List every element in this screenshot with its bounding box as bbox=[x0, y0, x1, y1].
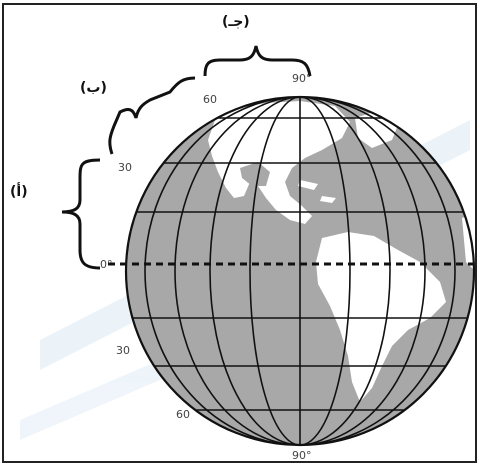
lat-label-30-south: 30 bbox=[116, 344, 130, 357]
meridian bbox=[249, 97, 351, 445]
brace-c bbox=[203, 45, 312, 77]
lat-label-90-south: 90° bbox=[292, 449, 312, 462]
lat-label-0: 0° bbox=[100, 258, 113, 271]
south-america bbox=[316, 232, 446, 402]
lat-label-60-north: 60 bbox=[203, 93, 217, 106]
bracket-a: (أ) bbox=[10, 158, 101, 270]
lat-label-90-north: 90° bbox=[292, 72, 312, 85]
brace-b bbox=[108, 76, 196, 155]
hudson-bay bbox=[240, 162, 270, 186]
bracket-b: (ب) bbox=[80, 76, 196, 155]
bracket-c: (جـ) bbox=[203, 14, 312, 77]
bracket-label-a: (أ) bbox=[10, 182, 28, 200]
brace-a bbox=[61, 158, 101, 270]
land-masses bbox=[208, 101, 474, 402]
globe-outline bbox=[124, 95, 476, 447]
lat-label-30-north: 30 bbox=[118, 161, 132, 174]
bracket-label-c: (جـ) bbox=[222, 14, 250, 30]
meridian bbox=[144, 97, 456, 445]
bracket-label-b: (ب) bbox=[80, 80, 107, 96]
caribbean-islands bbox=[298, 180, 336, 203]
meridian bbox=[209, 97, 391, 445]
globe bbox=[124, 95, 476, 447]
lat-label-60-south: 60 bbox=[176, 408, 190, 421]
meridian bbox=[174, 97, 426, 445]
